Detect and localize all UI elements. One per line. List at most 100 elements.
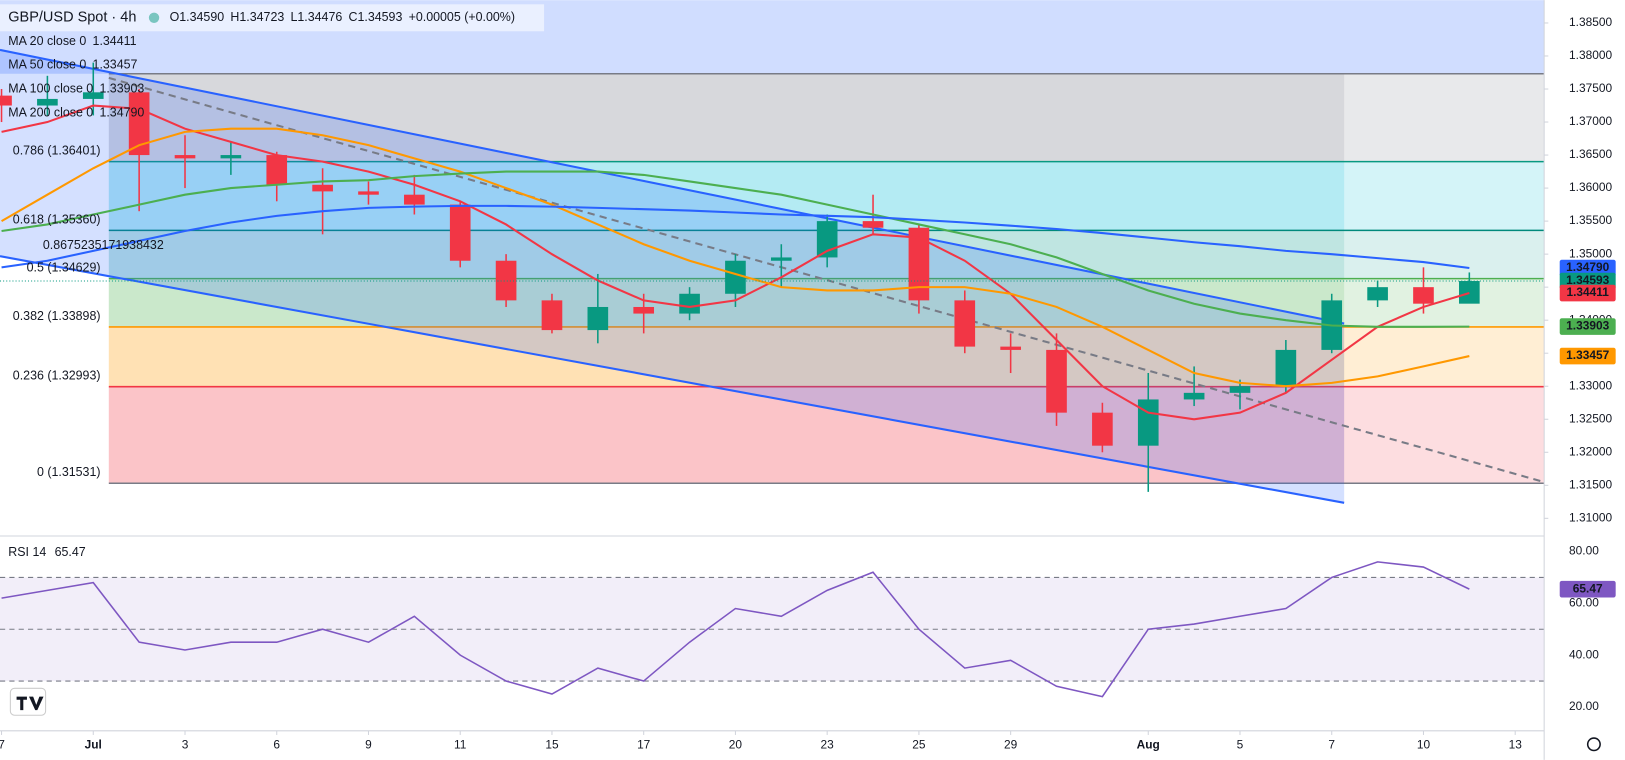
candle-body (1183, 392, 1205, 400)
rsi-title: RSI 14 (8, 545, 46, 559)
candle-body (0, 95, 12, 106)
price-tag (1559, 347, 1616, 365)
candle-body (1413, 287, 1434, 304)
rsi-tick-label: 60.00 (1569, 595, 1599, 609)
candle-body (404, 194, 425, 205)
fib-label: 0.236 (1.32993) (13, 369, 101, 383)
fib-label: 0.382 (1.33898) (13, 309, 101, 323)
ohlc-value: C1.34593 (349, 10, 403, 24)
marks (0, 62, 1545, 698)
channel-fill (0, 49, 1345, 503)
x-tick-label: 15 (545, 737, 559, 751)
candle-body (633, 306, 655, 314)
fib-zone (108, 326, 1545, 387)
x-tick-label: 25 (912, 737, 926, 751)
y-tick-label: 1.31000 (1569, 510, 1612, 524)
channel-upper (0, 48, 1345, 325)
chart-title: GBP/USD Spot · 4h (8, 10, 136, 26)
price-tag-label: 1.34411 (1566, 285, 1609, 299)
x-tick-label: 20 (729, 737, 743, 751)
logo-mark (16, 696, 44, 711)
x-tick-label: Jul (85, 737, 102, 751)
rsi-tick-label: 80.00 (1569, 544, 1599, 558)
candle-body (1367, 287, 1388, 301)
fib-label: 0.618 (1.35360) (13, 212, 101, 226)
fib-zone (108, 278, 1545, 327)
rsi-tick-label: 40.00 (1569, 647, 1599, 661)
candle-body (495, 260, 517, 301)
ohlc-value: L1.34476 (290, 10, 342, 24)
fib-zone (108, 73, 1545, 162)
y-tick-label: 1.32500 (1569, 411, 1612, 425)
fib-zone-inner (108, 161, 1345, 231)
price-tag-label: 1.33903 (1566, 319, 1609, 333)
rsi-tick-label: 20.00 (1569, 699, 1599, 713)
candle-body (1275, 349, 1297, 387)
settings-icon[interactable] (1586, 737, 1601, 752)
fib-label: 0.5 (1.34629) (27, 261, 101, 275)
candle-body (862, 221, 884, 228)
rsi-value: 65.47 (55, 545, 86, 559)
legend-value: 1.34411 (93, 34, 137, 48)
x-tick-label: 29 (1004, 737, 1018, 751)
y-tick-label: 1.37000 (1569, 114, 1612, 128)
ma-line (1, 104, 1470, 421)
channel-lower (0, 255, 1345, 504)
y-tick-label: 1.36500 (1569, 147, 1612, 161)
x-tick-label: 3 (182, 737, 189, 751)
rsi-line (1, 561, 1470, 698)
candle-body (449, 204, 471, 261)
x-tick-label: Aug (1137, 737, 1160, 751)
candle-body (1229, 386, 1251, 393)
fib-zone (108, 386, 1545, 484)
ohlc-value: +0.00005 (+0.00%) (409, 10, 515, 24)
price-tag-label: 1.33457 (1566, 348, 1609, 362)
y-tick-label: 1.38500 (1569, 15, 1612, 29)
candle-body (770, 257, 792, 261)
x-tick-label: 11 (454, 737, 467, 751)
ma-line (1, 170, 1470, 328)
rsi-band (0, 577, 1545, 682)
annotation: 0.8675235171938432 (43, 238, 164, 252)
x-tick-label: 17 (637, 737, 651, 751)
candle-body (587, 306, 609, 331)
legend-name: MA 50 close 0 (8, 58, 86, 72)
x-tick-label: 9 (365, 737, 372, 751)
x-tick-label: 6 (273, 737, 280, 751)
candle-body (1046, 349, 1067, 413)
legend-value: 1.34790 (99, 105, 144, 119)
rsi-tag-label: 65.47 (1573, 581, 1603, 595)
y-tick-label: 1.35500 (1569, 213, 1612, 227)
fib-zone-inner (108, 326, 1345, 387)
ohlc-value: O1.34590 (170, 10, 225, 24)
legend-name: MA 200 close 0 (8, 105, 93, 119)
candle-body (725, 260, 746, 294)
candle-body (220, 155, 242, 159)
y-tick-label: 1.38000 (1569, 48, 1612, 62)
legend-value: 1.33903 (99, 82, 144, 96)
x-tick-label: 13 (1509, 737, 1523, 751)
rsi-tag (1559, 580, 1616, 598)
candle-body (37, 98, 58, 106)
y-tick-label: 1.36000 (1569, 180, 1612, 194)
y-tick-label: 1.37500 (1569, 81, 1612, 95)
y-tick-label: 1.35000 (1569, 246, 1612, 260)
ma-line (1, 127, 1470, 388)
candle-body (312, 184, 333, 192)
status-dot (148, 12, 160, 23)
x-tick-label: 7 (0, 737, 5, 751)
candle-body (266, 155, 288, 185)
candle-body (1000, 346, 1021, 350)
fib-label: 0.786 (1.36401) (13, 144, 101, 158)
y-tick-label: 1.32000 (1569, 444, 1612, 458)
candle-body (1137, 399, 1159, 446)
x-tick-label: 23 (821, 737, 835, 751)
price-tag (1559, 259, 1616, 277)
ohlc-value: H1.34723 (230, 10, 284, 24)
y-tick-label: 1.33000 (1569, 378, 1612, 392)
price-tag (1559, 284, 1616, 302)
fib-zone-inner (108, 73, 1345, 162)
candle-body (174, 155, 196, 159)
x-tick-label: 5 (1237, 737, 1244, 751)
